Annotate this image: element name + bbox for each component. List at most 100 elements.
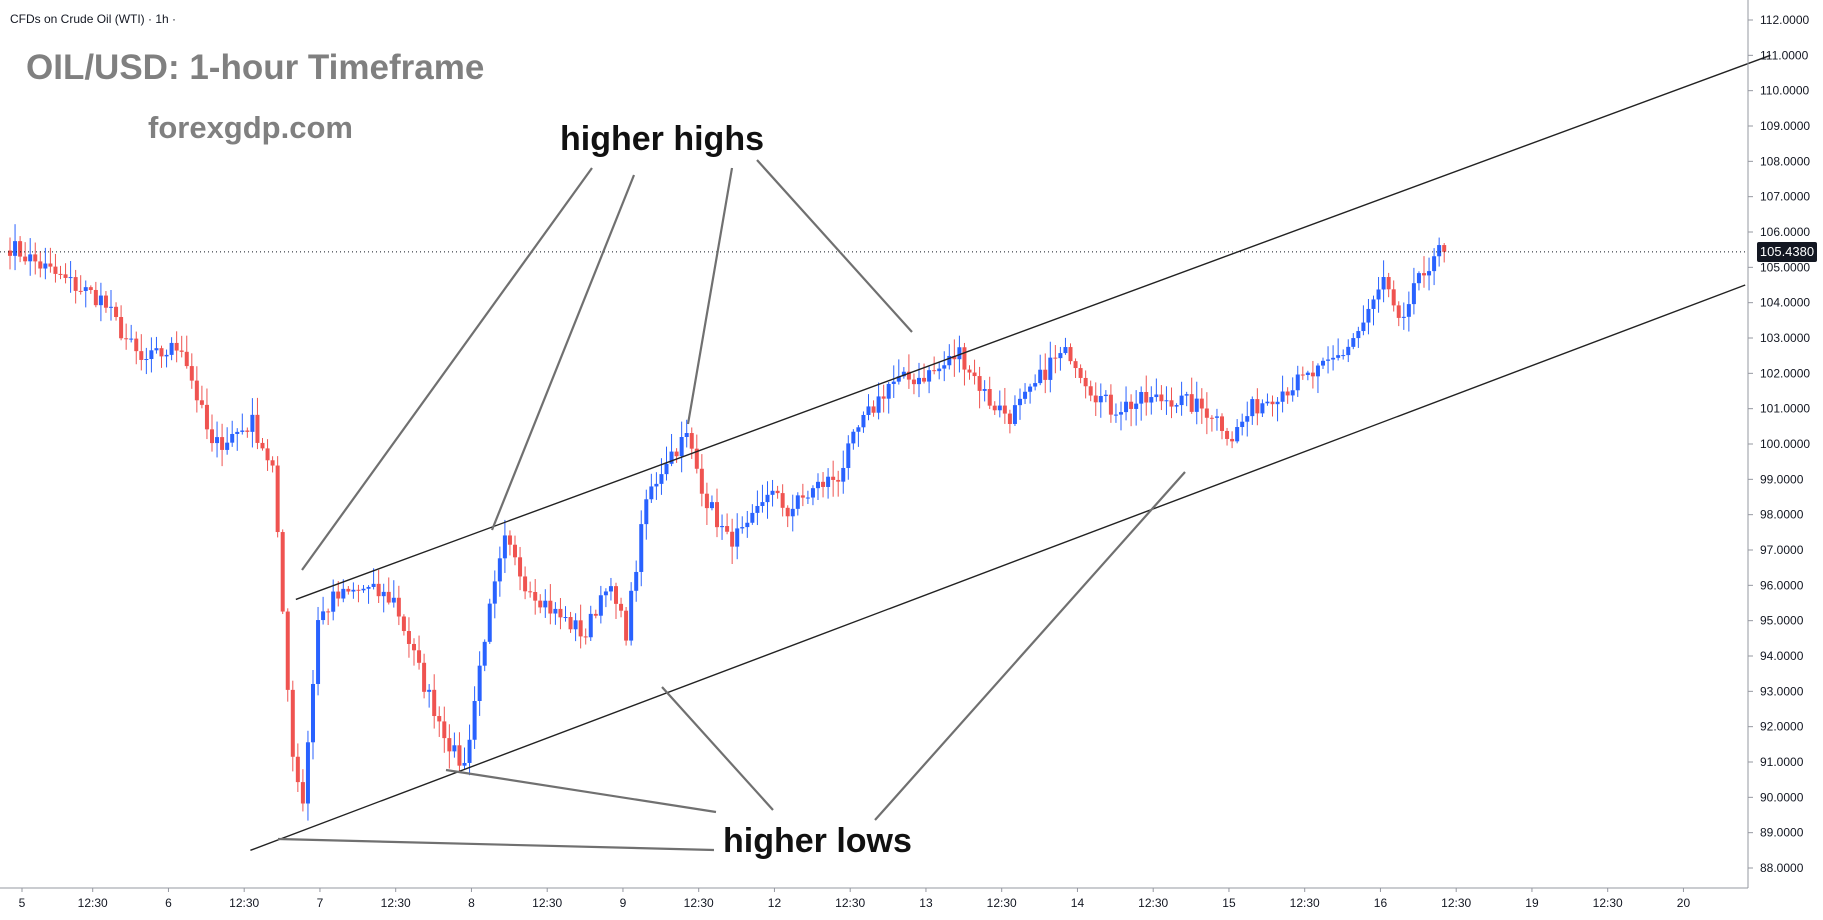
candle-body (462, 762, 467, 766)
candle-body (962, 347, 967, 370)
annotation-pointer (661, 686, 774, 811)
x-tick-label: 12:30 (684, 896, 714, 910)
candle-body (13, 241, 18, 256)
candle-body (987, 389, 992, 406)
candle-body (664, 463, 669, 475)
candles (8, 224, 1447, 821)
candle-body (316, 620, 321, 684)
y-tick-label: 89.0000 (1760, 826, 1804, 840)
x-tick-label: 15 (1222, 896, 1236, 910)
candle-body (876, 396, 881, 413)
candle-body (341, 588, 346, 599)
candle-body (412, 643, 416, 651)
candle-body (553, 608, 558, 614)
annotation-pointer (490, 174, 636, 531)
candle-body (1396, 305, 1401, 318)
candle-body (725, 526, 730, 532)
y-tick-label: 92.0000 (1760, 720, 1804, 734)
candle-body (881, 396, 886, 399)
candle-body (1174, 405, 1179, 407)
x-tick-label: 12:30 (1290, 896, 1320, 910)
y-tick-label: 94.0000 (1760, 649, 1804, 663)
candle-body (608, 586, 613, 592)
candle-body (649, 486, 654, 500)
candle-body (578, 620, 583, 637)
x-tick-label: 12:30 (1593, 896, 1623, 910)
candle-body (1068, 347, 1073, 362)
y-tick-label: 98.0000 (1760, 508, 1804, 522)
candle-body (240, 430, 245, 432)
candle-body (952, 355, 957, 360)
candle-body (199, 400, 204, 405)
candle-body (386, 591, 391, 603)
candle-body (967, 369, 972, 373)
annotation-pointer (686, 167, 734, 425)
candle-body (689, 433, 694, 449)
overlays (0, 54, 1771, 852)
candle-body (169, 342, 174, 355)
candle-body (124, 338, 129, 340)
candle-body (977, 376, 982, 391)
candle-body (220, 437, 225, 450)
last-price-badge: 105.4380 (1757, 242, 1817, 262)
x-tick-label: 20 (1677, 896, 1691, 910)
candle-body (785, 507, 790, 517)
candle-body (1240, 421, 1245, 428)
y-tick-label: 112.0000 (1760, 13, 1809, 27)
y-tick-label: 93.0000 (1760, 684, 1804, 698)
y-tick-label: 88.0000 (1760, 861, 1804, 875)
page-title: OIL/USD: 1-hour Timeframe (26, 48, 485, 87)
x-tick-label: 16 (1374, 896, 1388, 910)
candle-body (1124, 401, 1129, 413)
candle-body (1058, 353, 1063, 359)
candle-body (235, 431, 240, 434)
candle-body (1366, 308, 1371, 323)
candle-body (437, 716, 442, 722)
candle-body (487, 603, 492, 642)
candle-body (58, 273, 63, 275)
candle-body (1043, 369, 1048, 380)
candle-body (1351, 338, 1356, 347)
candle-body (63, 274, 68, 278)
candle-body (669, 451, 674, 464)
candle-body (406, 631, 411, 644)
candle-body (472, 701, 477, 740)
candle-body (1129, 401, 1134, 409)
candle-body (275, 465, 280, 533)
candle-body (1331, 357, 1336, 360)
candle-body (290, 689, 295, 757)
candle-body (255, 414, 260, 443)
symbol-label[interactable]: CFDs on Crude Oil (WTI) · 1h · (10, 12, 177, 26)
candle-body (805, 497, 810, 499)
candle-body (775, 490, 780, 494)
candle-body (1386, 277, 1391, 290)
candle-body (1154, 394, 1159, 398)
candle-body (1285, 391, 1290, 396)
y-tick-label: 106.0000 (1760, 225, 1810, 239)
x-tick-label: 8 (468, 896, 475, 910)
candle-body (497, 558, 502, 582)
candle-body (644, 499, 649, 525)
candle-body (513, 544, 517, 558)
candle-body (760, 502, 765, 506)
candle-body (563, 617, 568, 619)
y-tick-label: 97.0000 (1760, 543, 1804, 557)
y-tick-label: 99.0000 (1760, 472, 1804, 486)
candle-body (795, 495, 800, 509)
candle-body (523, 576, 528, 592)
candle-body (1028, 386, 1033, 392)
candle-body (492, 581, 497, 604)
candle-body (659, 474, 664, 484)
candle-body (68, 277, 73, 279)
candle-body (88, 287, 93, 290)
candle-body (518, 557, 523, 577)
candle-body (1063, 347, 1068, 354)
candle-body (755, 505, 760, 513)
candle-body (1078, 368, 1083, 378)
candle-body (992, 405, 997, 411)
candle-body (391, 597, 396, 603)
candle-body (932, 370, 937, 372)
candle-body (210, 429, 214, 444)
candle-body (1376, 289, 1381, 300)
